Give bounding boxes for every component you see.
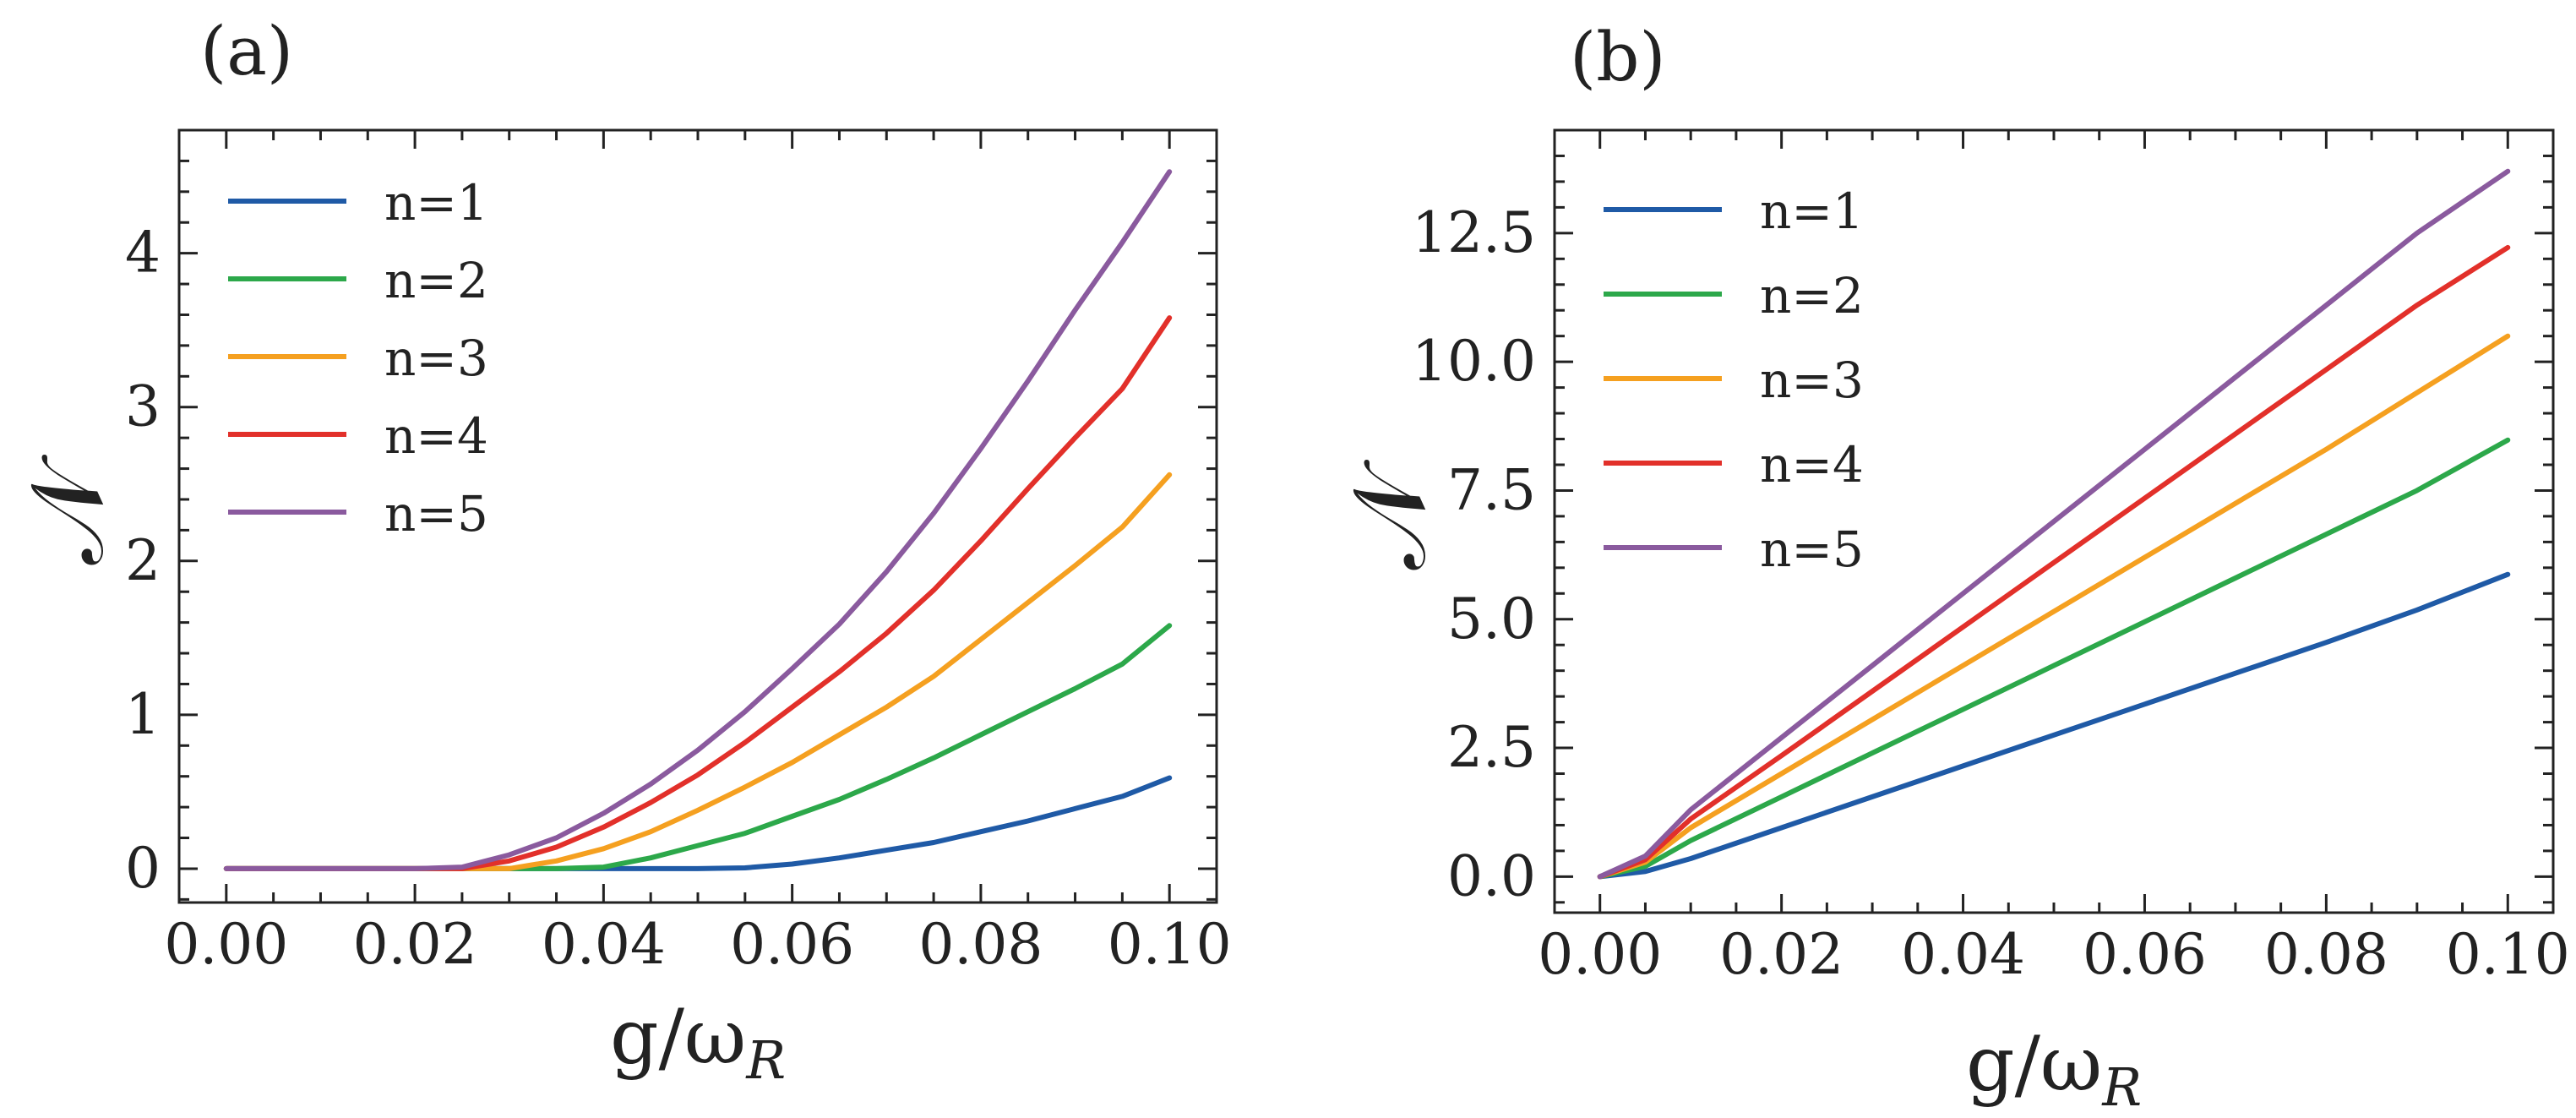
x-tick-label: 0.06 — [730, 912, 854, 977]
panel-b: (b) 0.00 0.02 0.04 0.06 0.08 0.10 0.0 2.5 5.0 7.5 1… — [1332, 18, 2570, 1118]
legend: n=1 n=2 n=3 n=4 n=5 — [1604, 183, 1864, 578]
series-line-n=5 — [1597, 168, 2511, 880]
panel-a: (a) 0.00 0.02 0.04 0.06 0.08 0.10 0 1 2 3 4 g/ωR 𝒩n=1… — [9, 12, 1232, 1091]
x-tick-label: 0.06 — [2083, 922, 2207, 987]
y-axis-label: 𝒩 — [9, 454, 127, 564]
series-line-n=1 — [1597, 571, 2511, 880]
x-axis-label: g/ωR — [1966, 1020, 2142, 1118]
y-ticks: 0.0 2.5 5.0 7.5 10.0 12.5 — [1412, 128, 2553, 908]
legend-item: n=5 — [228, 485, 488, 543]
legend-label: n=3 — [384, 330, 488, 387]
x-axis-label: g/ωR — [610, 993, 786, 1091]
y-tick-label: 0.0 — [1447, 843, 1536, 908]
legend-label: n=1 — [1760, 183, 1864, 240]
x-tick-label: 0.00 — [164, 912, 288, 977]
legend-item: n=2 — [1604, 267, 1864, 324]
x-ticks: 0.00 0.02 0.04 0.06 0.08 0.10 — [1538, 130, 2570, 987]
y-tick-label: 5.0 — [1447, 586, 1536, 652]
y-tick-label: 2.5 — [1447, 715, 1536, 780]
x-tick-label: 0.02 — [1719, 922, 1844, 987]
legend: n=1 n=2 n=3 n=4 n=5 — [228, 174, 488, 543]
legend-label: n=2 — [384, 252, 488, 309]
legend-item: n=4 — [228, 407, 488, 465]
legend-label: n=4 — [1760, 436, 1864, 494]
x-axis-label-subscript: R — [745, 1029, 786, 1091]
y-tick-label: 1 — [125, 682, 161, 747]
legend-item: n=4 — [1604, 436, 1864, 494]
x-tick-label: 0.02 — [353, 912, 477, 977]
legend-label: n=2 — [1760, 267, 1864, 324]
x-axis-label-main: g/ω — [1966, 1020, 2102, 1109]
y-axis-label: 𝒩 — [1332, 459, 1449, 570]
y-tick-label: 7.5 — [1447, 457, 1536, 522]
legend-label: n=5 — [384, 485, 488, 543]
x-tick-label: 0.10 — [1108, 912, 1232, 977]
x-tick-label: 0.00 — [1538, 922, 1662, 987]
legend-item: n=1 — [1604, 183, 1864, 240]
x-tick-label: 0.08 — [2264, 922, 2388, 987]
x-tick-label: 0.08 — [918, 912, 1043, 977]
panel-label: (b) — [1570, 18, 1666, 96]
x-tick-label: 0.10 — [2446, 922, 2570, 987]
y-tick-label: 0 — [125, 836, 161, 901]
x-axis-label-main: g/ω — [610, 993, 746, 1082]
legend-label: n=3 — [1760, 352, 1864, 409]
series-lines — [1597, 168, 2511, 880]
x-tick-label: 0.04 — [1901, 922, 2025, 987]
series-line-n=5 — [223, 169, 1173, 871]
legend-label: n=4 — [384, 407, 488, 465]
y-tick-label: 4 — [125, 221, 161, 286]
legend-item: n=2 — [228, 252, 488, 309]
legend-item: n=1 — [228, 174, 488, 232]
y-tick-label: 3 — [125, 374, 161, 439]
series-line-n=3 — [1597, 333, 2511, 880]
series-line-n=2 — [1597, 437, 2511, 880]
legend-item: n=3 — [228, 330, 488, 387]
x-ticks: 0.00 0.02 0.04 0.06 0.08 0.10 — [164, 130, 1232, 977]
legend-label: n=5 — [1760, 521, 1864, 578]
x-tick-label: 0.04 — [542, 912, 666, 977]
y-tick-label: 12.5 — [1412, 200, 1536, 265]
y-ticks: 0 1 2 3 4 — [125, 128, 1217, 901]
y-tick-label: 10.0 — [1412, 329, 1536, 394]
legend-label: n=1 — [384, 174, 488, 232]
legend-item: n=5 — [1604, 521, 1864, 578]
x-axis-label-subscript: R — [2101, 1056, 2142, 1118]
panel-label: (a) — [200, 12, 293, 90]
series-line-n=4 — [1597, 244, 2511, 880]
legend-item: n=3 — [1604, 352, 1864, 409]
y-tick-label: 2 — [125, 528, 161, 593]
series-lines — [223, 169, 1173, 871]
